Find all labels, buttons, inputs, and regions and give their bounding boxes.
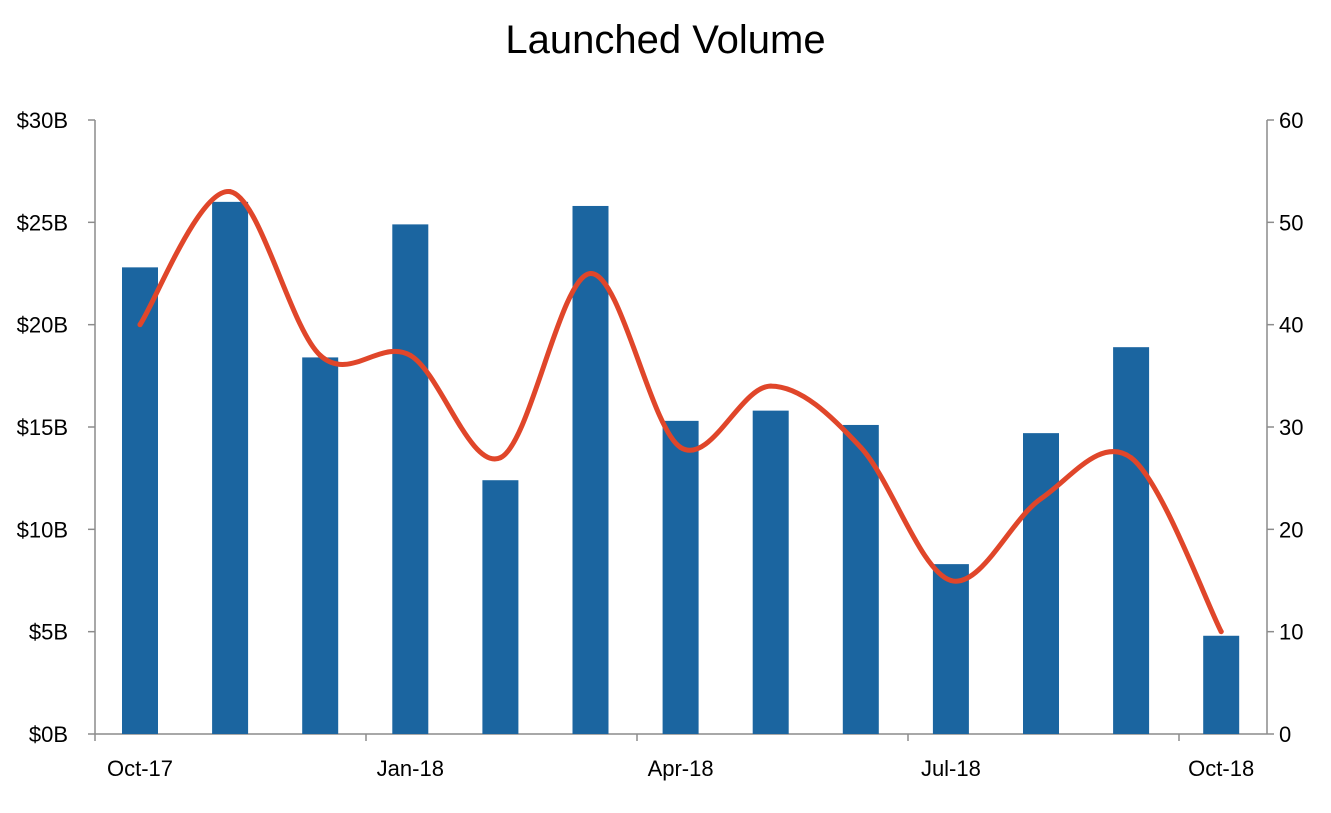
right-axis-tick-label: 40 — [1279, 313, 1303, 338]
line-point — [588, 271, 593, 276]
bar — [1023, 433, 1059, 734]
line-point — [137, 322, 143, 328]
x-axis-tick-label: Oct-17 — [107, 756, 173, 781]
bar — [212, 201, 249, 734]
left-axis-tick-label: $0B — [29, 722, 68, 747]
line-point — [858, 444, 864, 450]
right-axis-tick-label: 0 — [1279, 722, 1291, 747]
right-axis-tick-label: 10 — [1279, 620, 1303, 645]
line-series — [137, 189, 1224, 635]
tick-labels: $0B $5B $10B $15B $20B $25B $30B 0 10 20 30 40 50 60 O… — [17, 108, 1304, 781]
bar — [932, 564, 969, 734]
line-point — [1038, 496, 1044, 502]
line-point — [407, 352, 413, 358]
right-axis-tick-label: 60 — [1279, 108, 1303, 133]
line-point — [317, 352, 323, 358]
bar — [122, 267, 158, 734]
left-axis-tick-label: $10B — [17, 517, 68, 542]
line-point — [497, 455, 503, 461]
left-axis-tick-label: $20B — [17, 313, 68, 338]
left-axis-tick-label: $5B — [29, 620, 68, 645]
line-point — [768, 383, 774, 389]
chart-title: Launched Volume — [505, 18, 826, 62]
x-axis-tick-label: Jul-18 — [921, 756, 981, 781]
line-point — [227, 189, 233, 195]
line-point — [678, 444, 684, 450]
x-axis-tick-label: Jan-18 — [377, 756, 444, 781]
bar — [752, 410, 789, 734]
bar — [662, 420, 699, 734]
right-axis-tick-label: 30 — [1279, 415, 1303, 440]
bar — [1203, 635, 1240, 734]
right-axis-tick-label: 50 — [1279, 210, 1303, 235]
x-axis-tick-label: Apr-18 — [648, 756, 714, 781]
line-point — [948, 578, 954, 583]
bar — [1113, 347, 1150, 734]
left-axis-tick-label: $30B — [17, 108, 68, 133]
right-axis-tick-label: 20 — [1279, 517, 1303, 542]
bar-series — [122, 201, 1240, 734]
line-point — [1128, 455, 1134, 461]
bar — [842, 424, 879, 734]
bar — [392, 224, 429, 734]
left-axis-tick-label: $25B — [17, 210, 68, 235]
bar — [572, 205, 609, 734]
x-axis-tick-label: Oct-18 — [1188, 756, 1254, 781]
bar — [302, 357, 339, 734]
left-axis-tick-label: $15B — [17, 415, 68, 440]
line-point — [1218, 629, 1224, 635]
bar — [482, 480, 519, 734]
